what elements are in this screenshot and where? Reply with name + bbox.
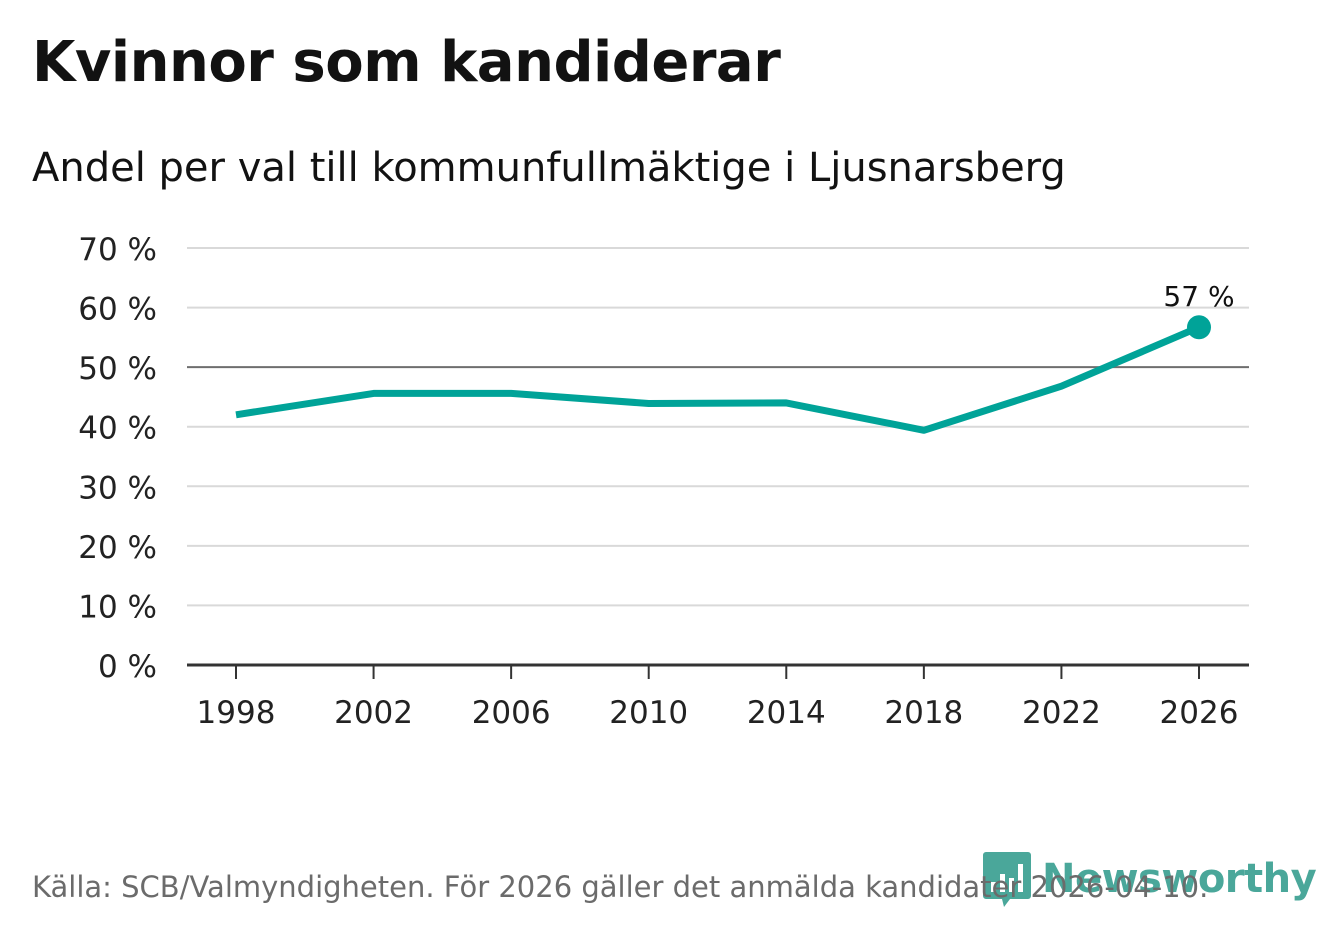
end-value-label: 57 % bbox=[1163, 280, 1234, 313]
y-tick-label: 20 % bbox=[78, 530, 157, 566]
chart-title: Kvinnor som kandiderar bbox=[32, 30, 781, 95]
y-tick-label: 10 % bbox=[78, 589, 157, 625]
y-tick-label: 30 % bbox=[78, 470, 157, 506]
line-chart: 0 % 10 % 20 % 30 % 40 % 50 % 60 % 70 % 1998 2002… bbox=[78, 232, 1249, 731]
logo-text: Newsworthy bbox=[1042, 856, 1317, 902]
x-tick-label: 2026 bbox=[1160, 695, 1239, 731]
x-axis bbox=[187, 663, 1249, 679]
end-point-marker bbox=[1187, 315, 1211, 340]
chart-subtitle: Andel per val till kommunfullmäktige i L… bbox=[32, 145, 1066, 191]
y-tick-label: 50 % bbox=[78, 351, 157, 387]
x-tick-label: 2014 bbox=[747, 695, 826, 731]
y-tick-label: 60 % bbox=[78, 292, 157, 328]
series-layer: 57 % bbox=[235, 280, 1235, 434]
x-tick-label: 2010 bbox=[609, 695, 688, 731]
y-tick-label: 0 % bbox=[98, 649, 157, 685]
x-tick-label: 2006 bbox=[472, 695, 551, 731]
x-tick-label: 1998 bbox=[197, 695, 276, 731]
x-axis-labels: 1998 2002 2006 2010 2014 2018 2022 2026 bbox=[197, 695, 1239, 731]
x-tick-label: 2022 bbox=[1022, 695, 1101, 731]
y-tick-label: 40 % bbox=[78, 411, 157, 447]
x-tick-label: 2018 bbox=[884, 695, 963, 731]
newsworthy-logo: Newsworthy bbox=[982, 850, 1317, 908]
bar-chart-icon bbox=[983, 852, 1031, 907]
y-tick-label: 70 % bbox=[78, 232, 157, 268]
x-tick-label: 2002 bbox=[334, 695, 413, 731]
grid-lines bbox=[187, 247, 1249, 607]
source-note: Källa: SCB/Valmyndigheten. För 2026 gäll… bbox=[32, 870, 1209, 904]
y-axis-labels: 0 % 10 % 20 % 30 % 40 % 50 % 60 % 70 % bbox=[78, 232, 157, 685]
series-line bbox=[235, 323, 1201, 434]
